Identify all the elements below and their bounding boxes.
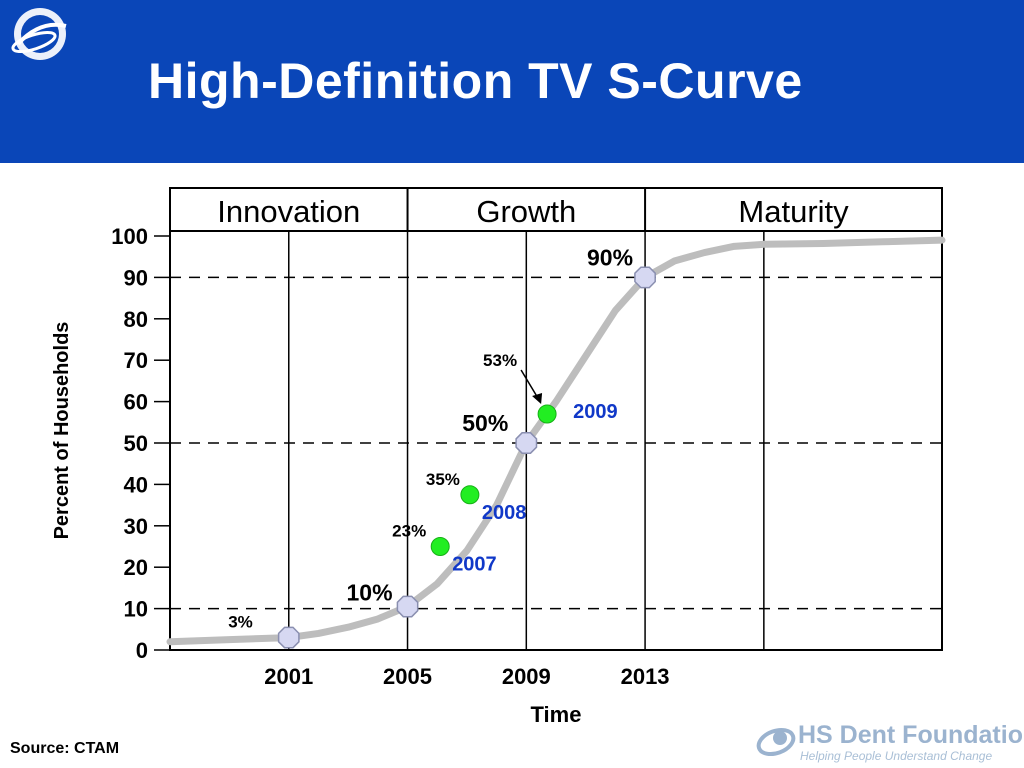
plot-frame: [169, 230, 943, 651]
source-note: Source: CTAM: [10, 740, 120, 757]
highlight-point: [460, 485, 480, 505]
y-tick-label: 30: [124, 514, 148, 539]
y-tick-label: 50: [124, 431, 148, 456]
phase-label: Innovation: [217, 194, 360, 229]
phase-label: Maturity: [738, 194, 849, 229]
milestone-label: 90%: [587, 244, 633, 270]
highlight-percent-label: 23%: [392, 522, 426, 541]
y-tick-label: 10: [124, 597, 148, 622]
logo-tagline: Helping People Understand Change: [800, 749, 992, 763]
globe-logo-icon: [11, 8, 67, 60]
milestone-label: 50%: [462, 410, 508, 436]
highlight-point: [537, 404, 557, 424]
milestone-label: 10%: [346, 580, 392, 606]
highlight-point: [430, 537, 450, 556]
milestone-marker: [515, 432, 538, 454]
highlight-year-label: 2009: [573, 401, 618, 423]
logo-name: HS Dent Foundation: [798, 721, 1022, 749]
x-tick-label: 2005: [383, 664, 432, 689]
callout-arrowhead: [532, 393, 543, 405]
x-tick-label: 2001: [264, 664, 313, 689]
y-tick-label: 100: [111, 224, 148, 249]
title-bar: High-Definition TV S-Curve: [0, 0, 1024, 163]
milestone-marker: [277, 626, 300, 649]
slide-title: High-Definition TV S-Curve: [148, 53, 803, 109]
y-tick-label: 60: [124, 390, 148, 415]
milestone-marker: [396, 595, 419, 618]
y-tick-label: 0: [136, 638, 148, 663]
milestone-marker: [634, 266, 656, 289]
x-tick-label: 2009: [502, 664, 551, 689]
phase-label: Growth: [476, 194, 576, 229]
y-tick-label: 40: [124, 472, 148, 497]
x-tick-label: 2013: [621, 664, 670, 689]
phase-band: [169, 187, 943, 232]
y-tick-label: 70: [124, 348, 148, 373]
y-tick-label: 80: [124, 307, 148, 332]
milestone-label: 3%: [228, 613, 253, 632]
highlight-year-label: 2007: [452, 554, 497, 576]
adoption-curve: [166, 236, 946, 646]
x-axis-title: Time: [531, 702, 582, 723]
y-tick-label: 20: [124, 555, 148, 580]
highlight-year-label: 2008: [482, 502, 527, 524]
highlight-percent-label: 53%: [483, 351, 517, 370]
y-tick-label: 90: [124, 265, 148, 290]
s-curve-chart: Innovation Growth Maturity 0 10 20 30 40 50 60 70 8…: [51, 187, 946, 723]
highlight-percent-label: 35%: [426, 470, 460, 489]
y-axis-title: Percent of Households: [51, 322, 73, 540]
logo-swoosh-icon: [756, 727, 796, 757]
